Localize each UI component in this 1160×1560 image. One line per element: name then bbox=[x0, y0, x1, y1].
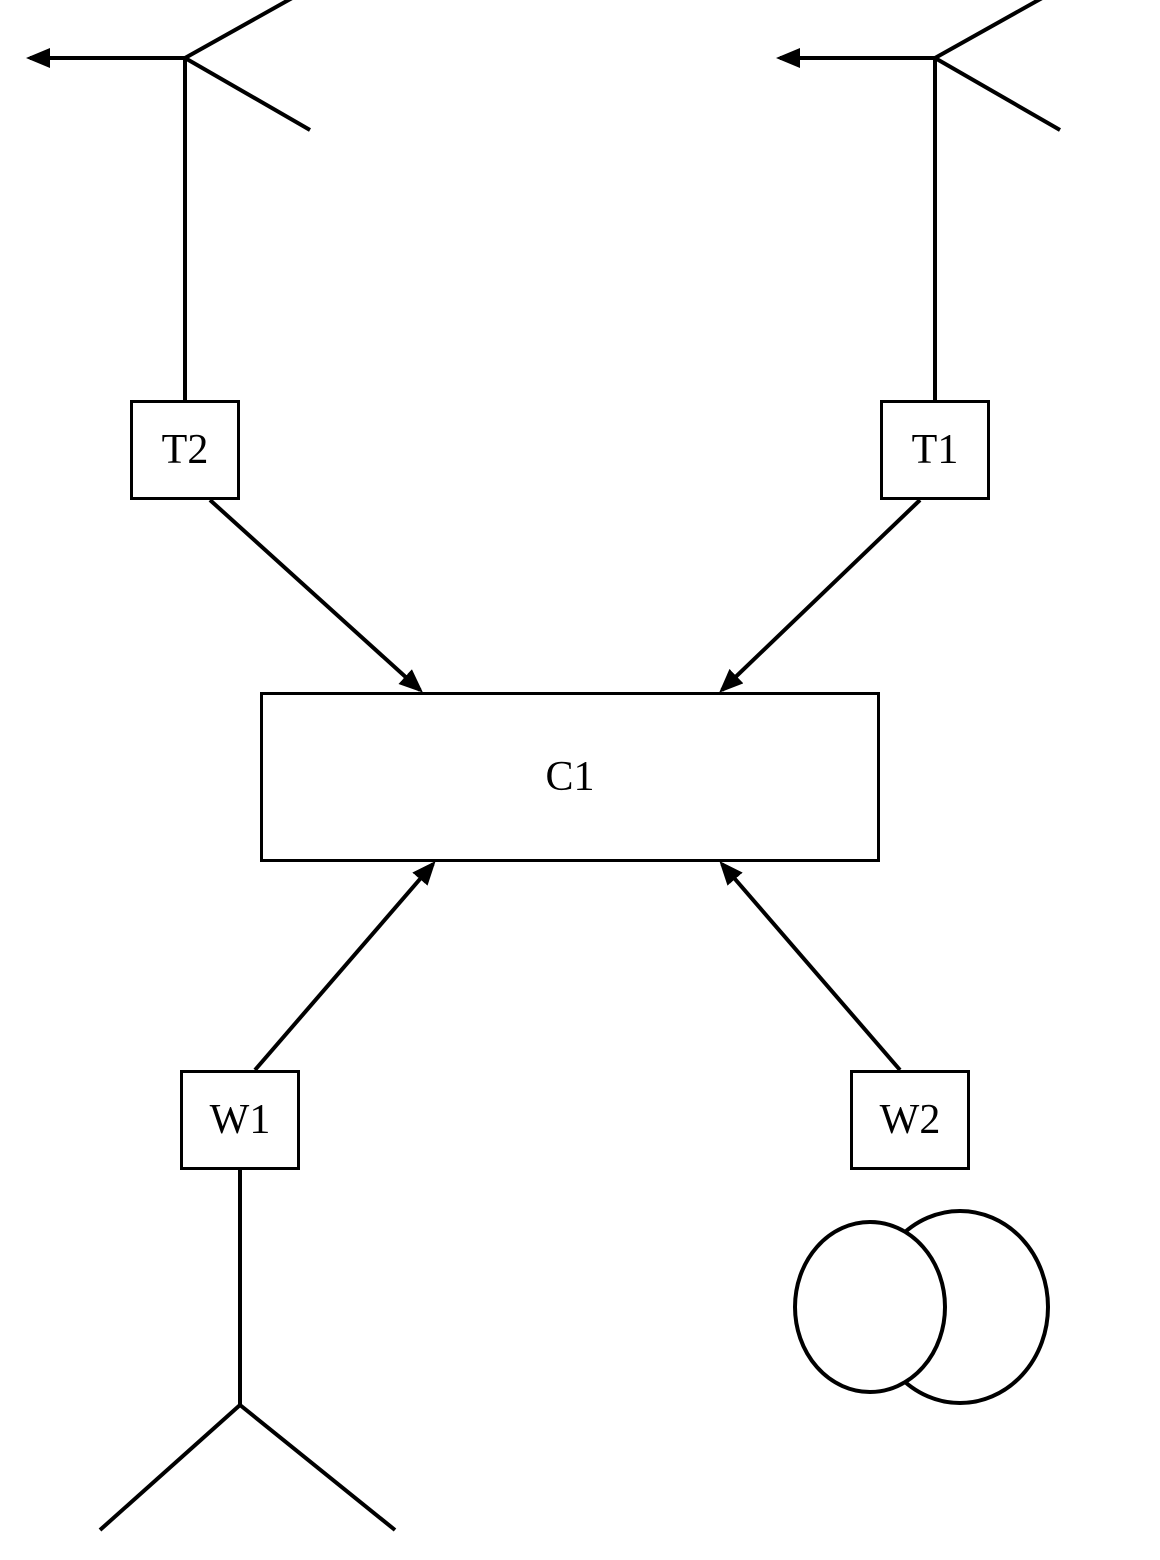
node-w1: W1 bbox=[180, 1070, 300, 1170]
antenna-top-left bbox=[30, 0, 310, 400]
node-w2-label: W2 bbox=[880, 1096, 941, 1144]
ellipse-pair bbox=[795, 1211, 1048, 1403]
node-t1-label: T1 bbox=[912, 426, 959, 474]
node-t2-label: T2 bbox=[162, 426, 209, 474]
antenna-bottom-left bbox=[100, 1170, 395, 1530]
node-c1: C1 bbox=[260, 692, 880, 862]
node-c1-label: C1 bbox=[545, 753, 594, 801]
node-t2: T2 bbox=[130, 400, 240, 500]
antenna-top-right bbox=[780, 0, 1060, 400]
edge-t1-c1 bbox=[722, 500, 920, 690]
edge-w1-c1 bbox=[255, 864, 433, 1070]
edge-t2-c1 bbox=[210, 500, 420, 690]
node-w1-label: W1 bbox=[210, 1096, 271, 1144]
edge-w2-c1 bbox=[722, 864, 900, 1070]
node-t1: T1 bbox=[880, 400, 990, 500]
node-w2: W2 bbox=[850, 1070, 970, 1170]
